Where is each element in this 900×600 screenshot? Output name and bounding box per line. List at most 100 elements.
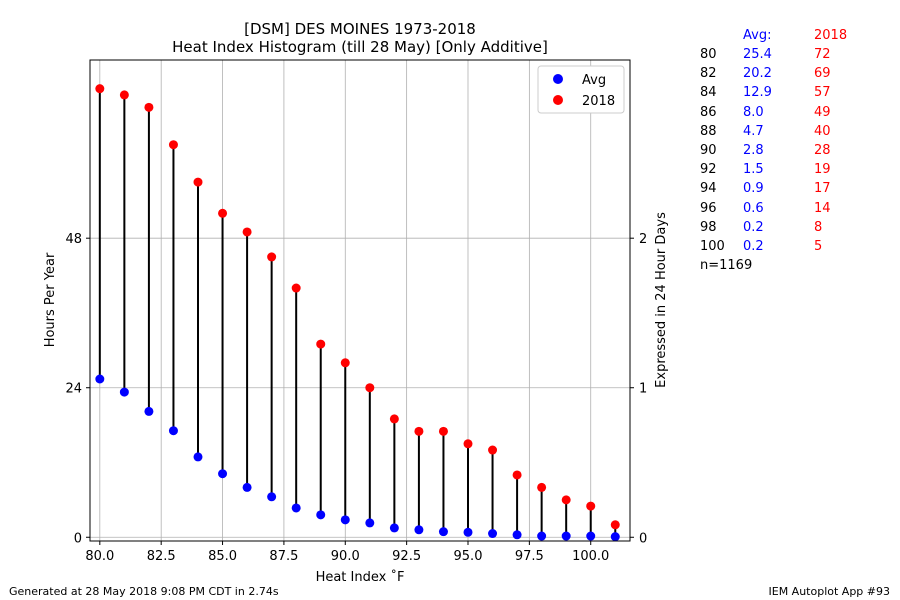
table-cell-temp: 80 [700, 47, 717, 62]
legend-label-avg: Avg [582, 73, 606, 88]
legend-marker-2018 [553, 95, 563, 105]
avg-point [95, 374, 105, 384]
year-point [488, 445, 498, 455]
axis-ticks: 80.0 82.5 85.0 87.5 90.0 92.5 95.0 97.5 100.0024… [65, 232, 647, 564]
plot-frame [89, 59, 631, 542]
data-points [95, 84, 620, 542]
avg-point [218, 469, 228, 479]
table-header-avg: Avg: [743, 28, 772, 43]
avg-point [242, 482, 252, 492]
table-cell-temp: 88 [700, 123, 717, 139]
year-point [340, 358, 350, 368]
table-cell-temp: 100 [700, 239, 725, 254]
table-cell-avg: 0.2 [743, 219, 764, 235]
avg-point [119, 387, 129, 397]
footer-generated: Generated at 28 May 2018 9:08 PM CDT in … [9, 585, 279, 598]
avg-point [512, 530, 522, 540]
avg-point [488, 529, 498, 539]
legend-label-2018: 2018 [582, 94, 615, 109]
table-cell-avg: 0.2 [743, 239, 764, 254]
chart-subtitle: Heat Index Histogram (till 28 May) [Only… [172, 38, 548, 56]
year-point [610, 520, 620, 530]
table-cell-avg: 1.5 [743, 162, 764, 178]
table-cell-avg: 4.7 [743, 123, 764, 139]
stem-lines [98, 88, 617, 537]
table-count: n=1169 [700, 258, 753, 273]
table-cell-year: 14 [814, 200, 831, 216]
table-cell-temp: 92 [700, 162, 717, 178]
avg-point [291, 503, 301, 513]
table-cell-avg: 0.9 [743, 181, 764, 197]
year-point [512, 470, 522, 480]
y-tick-label: 0 [74, 531, 82, 546]
year-point [291, 283, 301, 293]
table-cell-temp: 84 [700, 85, 717, 101]
year-point [168, 140, 178, 150]
table-cell-year: 57 [814, 85, 831, 101]
x-tick-label: 90.0 [331, 549, 360, 564]
table-cell-temp: 86 [700, 104, 717, 120]
table-cell-avg: 20.2 [743, 66, 772, 82]
footer-app: IEM Autoplot App #93 [768, 585, 891, 598]
chart-title: [DSM] DES MOINES 1973-2018 [244, 20, 476, 38]
table-cell-temp: 96 [700, 200, 717, 216]
year-point [389, 414, 399, 424]
year-point [119, 90, 129, 100]
year-point [218, 208, 228, 218]
table-cell-avg: 2.8 [743, 143, 764, 158]
avg-point [168, 426, 178, 436]
year-point [95, 84, 105, 94]
y-right-tick-label: 0 [639, 531, 647, 546]
year-point [316, 339, 326, 349]
year-point [414, 426, 424, 436]
avg-point [414, 525, 424, 535]
x-tick-label: 80.0 [85, 549, 114, 564]
table-cell-temp: 82 [700, 66, 717, 82]
y-axis-label-right: Expressed in 24 Hour Days [654, 212, 669, 388]
table-cell-avg: 12.9 [743, 85, 772, 101]
year-point [561, 495, 571, 505]
avg-point [586, 531, 596, 541]
avg-point [144, 406, 154, 416]
avg-point [267, 492, 277, 502]
table-cell-temp: 98 [700, 219, 717, 235]
y-axis-label: Hours Per Year [43, 252, 58, 347]
table-header-year: 2018 [814, 28, 848, 43]
table-cell-year: 69 [814, 66, 831, 82]
table-cell-avg: 25.4 [743, 47, 772, 62]
year-point [193, 177, 203, 187]
table-cell-temp: 94 [700, 181, 717, 197]
y-right-tick-label: 1 [639, 382, 647, 397]
year-point [438, 426, 448, 436]
table-cell-year: 72 [814, 47, 831, 62]
year-point [144, 102, 154, 112]
year-point [365, 383, 375, 393]
avg-point [193, 452, 203, 462]
avg-point [316, 510, 326, 520]
y-tick-label: 48 [65, 232, 82, 247]
avg-point [389, 523, 399, 533]
legend-marker-avg [553, 74, 563, 84]
avg-point [537, 531, 547, 541]
table-cell-year: 40 [814, 123, 831, 139]
x-tick-label: 95.0 [454, 549, 483, 564]
table-cell-avg: 8.0 [743, 104, 764, 120]
y-tick-label: 24 [65, 382, 82, 397]
table-cell-year: 8 [814, 219, 823, 235]
grid-lines [90, 60, 630, 541]
year-point [463, 439, 473, 449]
year-point [267, 252, 277, 262]
year-point [537, 482, 547, 492]
x-tick-label: 85.0 [208, 549, 237, 564]
x-tick-label: 82.5 [147, 549, 176, 564]
table-cell-year: 19 [814, 162, 831, 178]
table-cell-year: 49 [814, 104, 831, 120]
avg-point [561, 531, 571, 541]
x-tick-label: 100.0 [572, 549, 609, 564]
x-tick-label: 97.5 [515, 549, 544, 564]
x-tick-label: 87.5 [269, 549, 298, 564]
year-point [242, 227, 252, 237]
table-cell-year: 17 [814, 181, 831, 197]
year-point [586, 501, 596, 511]
